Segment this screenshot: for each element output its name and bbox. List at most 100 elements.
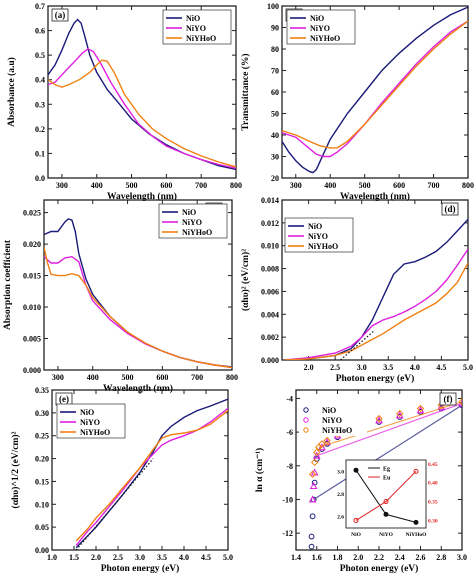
inset-right-tick: 0.40 [428, 481, 438, 487]
series-line-NiYHoO [44, 247, 232, 369]
tangent-line [75, 458, 154, 551]
x-axis-label: Photon energy (eV) [340, 563, 419, 574]
chart-panel-1: 300 400 500 600 700 800 0.0 0.1 0.2 0.3 0.4 0.5 0.6 0… [6, 2, 242, 202]
series-line-NiYHoO [284, 262, 468, 360]
data-point [313, 456, 320, 462]
y-tick-label: 0.002 [261, 333, 279, 342]
inset-point [383, 499, 389, 505]
x-axis-label: Wavelength (nm) [340, 191, 410, 202]
fit-line-NiO [313, 404, 462, 500]
legend-swatch [303, 417, 309, 423]
series-line-NiYHoO [75, 410, 228, 542]
inset-point [383, 511, 389, 517]
x-tick-label: 5.0 [223, 553, 233, 562]
y-tick-label: 20 [271, 174, 279, 183]
x-tick-label: 2.5 [330, 363, 340, 372]
inset-x-label: NiYHoO [406, 532, 428, 538]
x-tick-label: 4.5 [436, 363, 446, 372]
panel-label: (e) [59, 394, 69, 404]
legend-label-NiYO: NiYO [186, 24, 206, 33]
y-tick-label: 0.05 [35, 523, 49, 532]
y-axis-label: (αhυ)^1/2 (eV/cm)² [10, 431, 21, 508]
data-point [458, 398, 462, 406]
inset-right-tick: 0.35 [428, 500, 438, 506]
inset-right-tick: 0.45 [428, 462, 438, 468]
y-tick-label: 0.10 [35, 500, 49, 509]
y-tick-label: 0.1 [35, 149, 45, 158]
y-tick-label: 0.015 [23, 272, 41, 281]
y-tick-label: 0.000 [23, 366, 41, 375]
x-tick-label: 4.0 [410, 363, 420, 372]
series-line-NiO [284, 218, 468, 360]
y-tick-label: 0.20 [35, 455, 49, 464]
legend-label-NiYHoO: NiYHoO [308, 242, 338, 251]
x-tick-label: 2.0 [353, 553, 363, 562]
x-tick-label: 2.2 [374, 553, 384, 562]
x-tick-label: 600 [160, 181, 172, 190]
tangent-line [340, 330, 374, 361]
chart-panel-3: 300 400 500 600 700 800 0.000 0.005 0.010 0.015 0.… [3, 199, 238, 394]
x-tick-label: 300 [56, 181, 68, 190]
data-point [396, 409, 404, 418]
x-tick-label: 2.0 [91, 553, 101, 562]
series-line-NiYO [48, 48, 236, 169]
inset-left-tick: 3.0 [337, 469, 344, 475]
y-tick-label: 0.2 [35, 125, 45, 134]
plot-area [44, 218, 232, 369]
fit-line-NiYO [316, 402, 462, 457]
x-axis-label: Photon energy (eV) [336, 373, 415, 384]
x-tick-label: 700 [195, 181, 207, 190]
y-tick-label: 100 [267, 2, 279, 11]
y-tick-label: 0.3 [35, 100, 45, 109]
legend-label-NiYO: NiYO [80, 418, 100, 427]
x-tick-label: 700 [428, 181, 440, 190]
x-tick-label: 800 [462, 181, 474, 190]
y-tick-label: 70 [271, 67, 279, 76]
chart-panel-4: 2.0 2.5 3.0 3.5 4.0 4.5 5.0 0.000 0.002 0.004 0.00… [240, 196, 473, 384]
plot-frame [47, 5, 237, 179]
plot-frame [281, 199, 469, 361]
data-point [310, 458, 319, 467]
x-tick-label: 1.5 [69, 553, 79, 562]
panel-label-box [51, 8, 69, 22]
panel-label-box [439, 392, 457, 406]
legend-label-NiO: NiO [182, 208, 196, 217]
legend-box [299, 402, 367, 436]
x-tick-label: 1.4 [291, 553, 301, 562]
data-point [308, 495, 317, 503]
inset-point [353, 517, 359, 523]
y-tick-label: 0.30 [35, 409, 49, 418]
legend-swatch [303, 427, 309, 433]
panel-label-box [441, 202, 459, 216]
legend-label-NiYHoO: NiYHoO [186, 34, 216, 43]
inset-left-tick: 2.6 [337, 515, 344, 521]
y-tick-label: -12 [282, 529, 293, 538]
x-tick-label: 3.0 [357, 363, 367, 372]
inset-legend-label: Eg [383, 467, 390, 473]
legend-label-NiYO: NiYO [322, 416, 342, 425]
y-tick-label: -8 [286, 462, 293, 471]
x-tick-label: 1.0 [47, 553, 57, 562]
y-tick-label: 0.25 [35, 432, 49, 441]
data-point [323, 436, 331, 445]
y-axis-label: ln α (cm⁻¹) [254, 448, 265, 492]
plot-area [75, 398, 228, 549]
inset-line-Eu [355, 470, 417, 521]
y-tick-label: 80 [271, 45, 279, 54]
y-tick-label: 0.00 [35, 546, 49, 555]
data-point [308, 533, 315, 540]
legend-label-NiYHoO: NiYHoO [310, 34, 340, 43]
series-line-NiYHoO [282, 20, 468, 149]
x-tick-label: 500 [359, 181, 371, 190]
x-axis-label: Wavelength (nm) [107, 191, 177, 202]
legend-label-NiYHoO: NiYHoO [182, 228, 212, 237]
y-tick-label: 90 [271, 24, 279, 33]
series-line-NiYO [284, 248, 468, 360]
chart-panel-6: 1.4 1.6 1.8 2.0 2.2 2.4 2.6 2.8 3.0 -12 -10 -8 -6 -4 P… [254, 389, 467, 574]
